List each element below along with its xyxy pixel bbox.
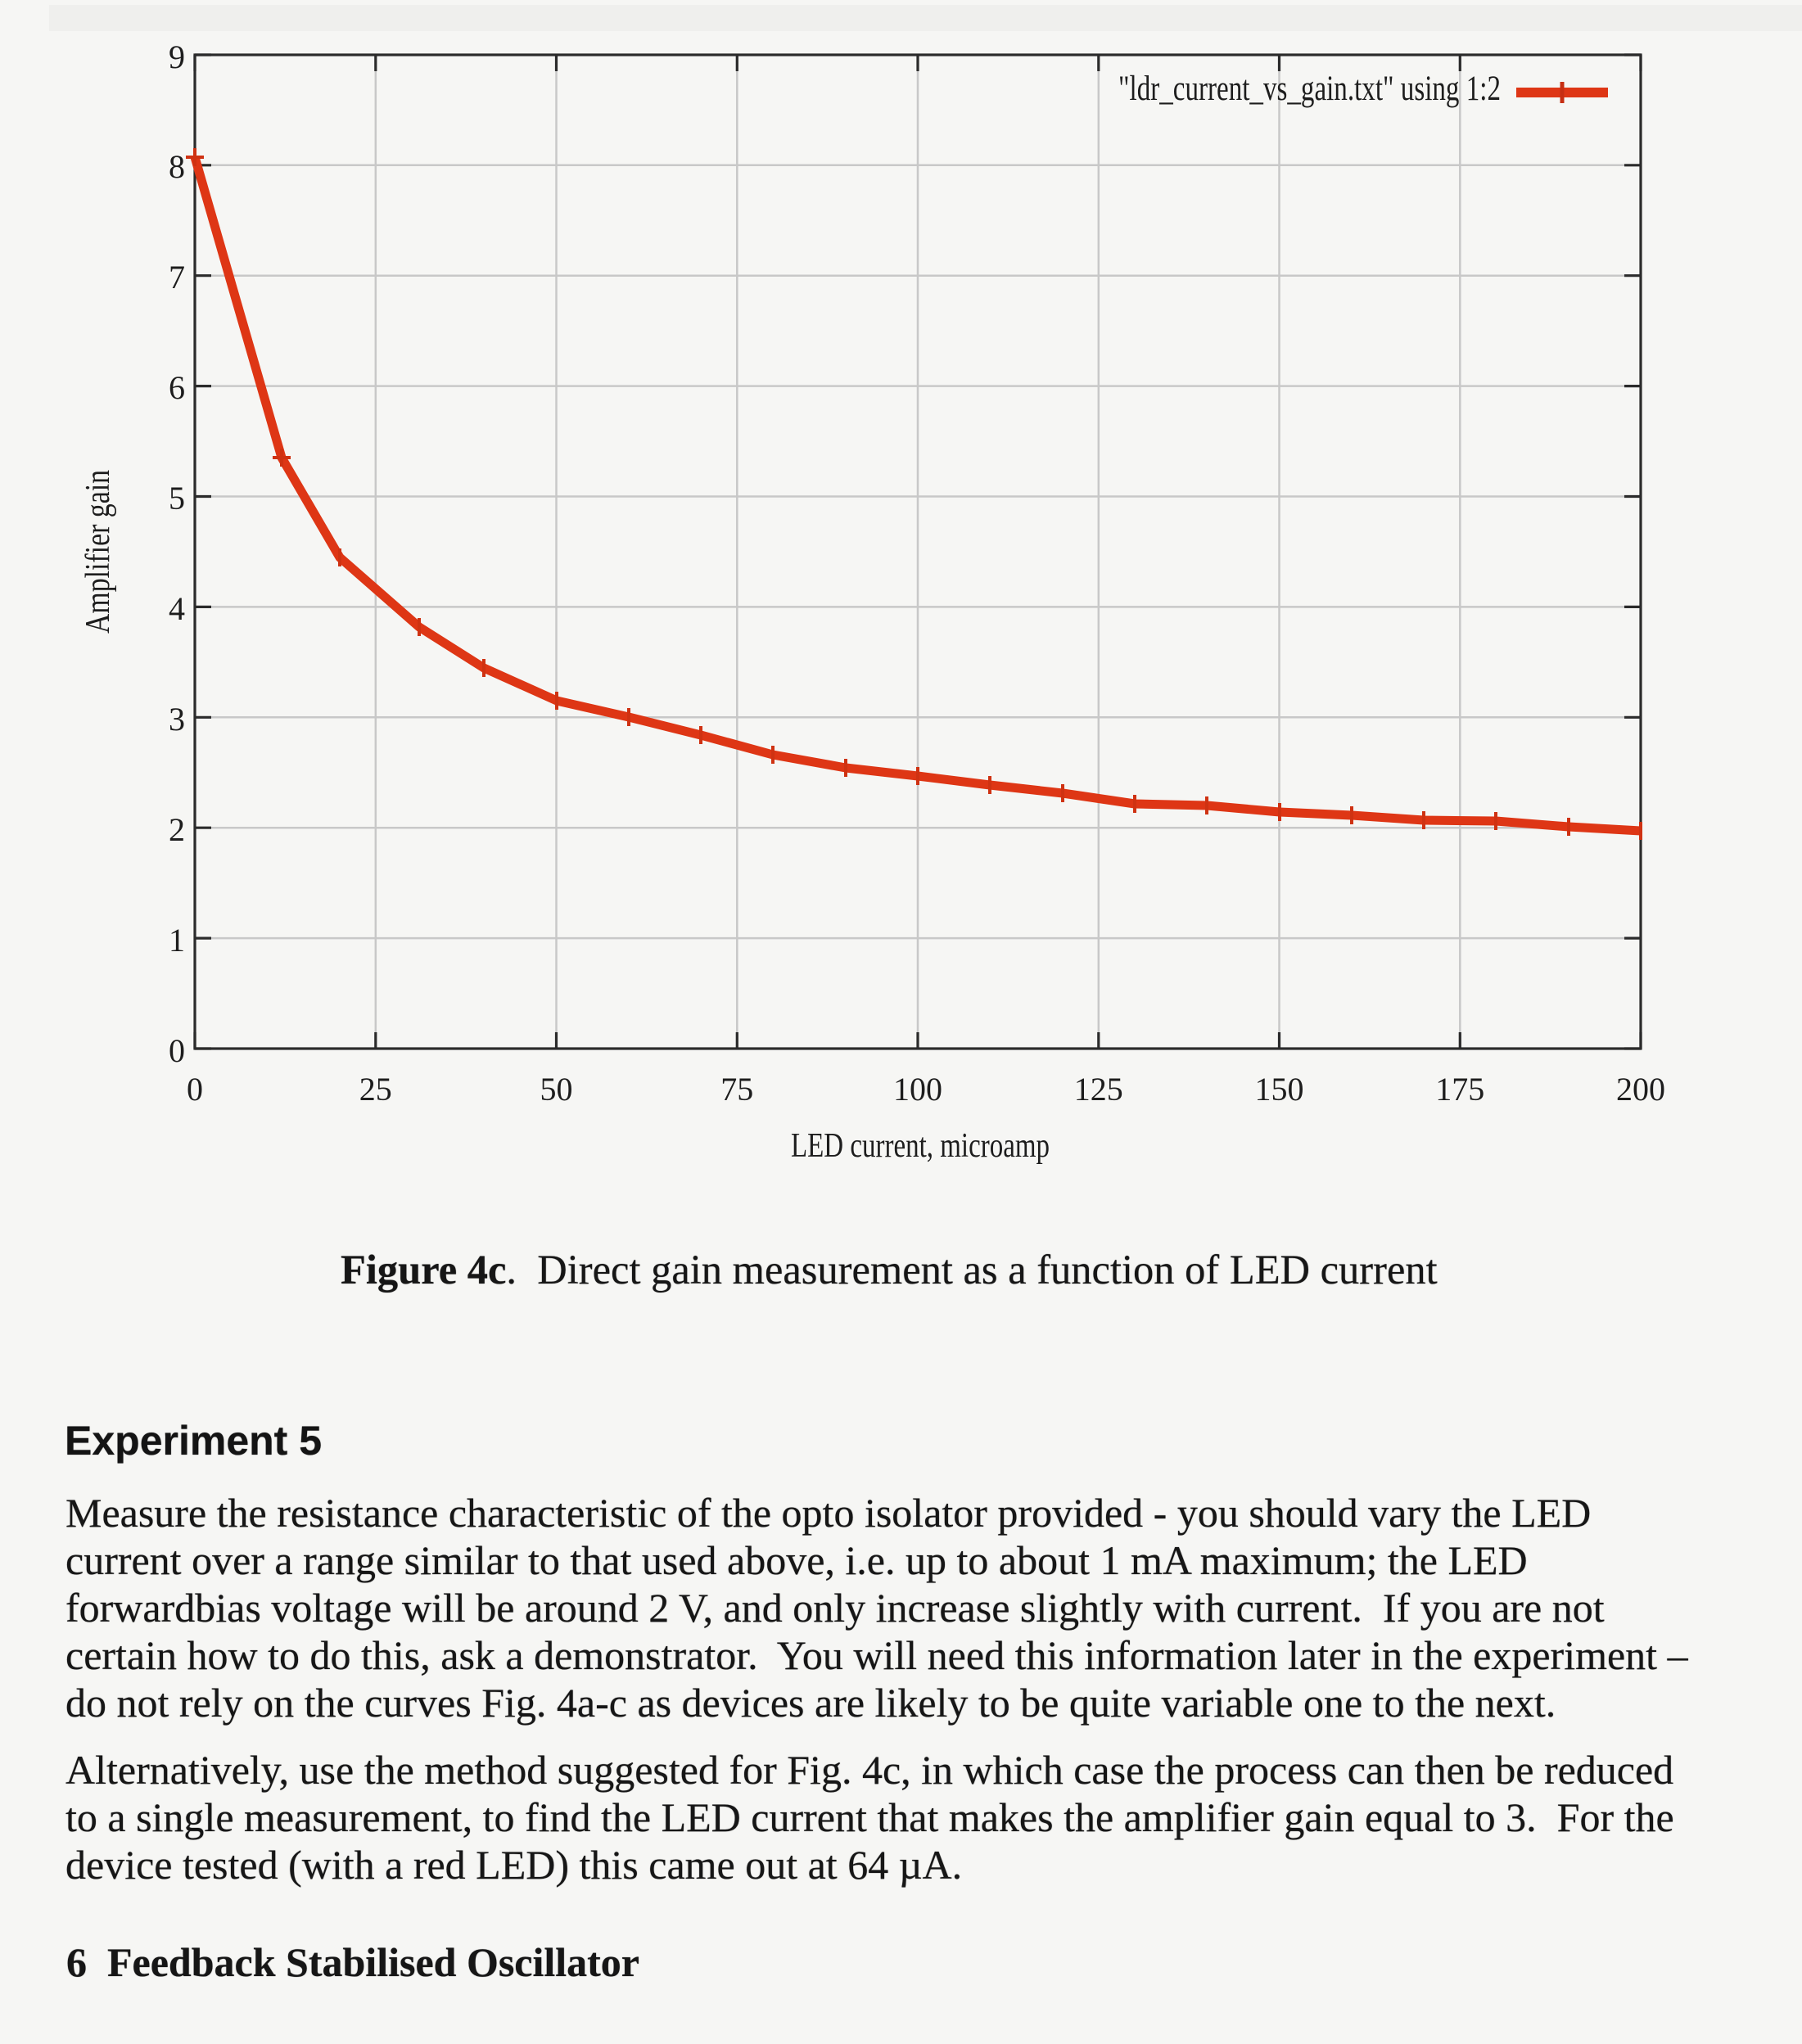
svg-text:0: 0: [187, 1071, 203, 1108]
svg-text:3: 3: [169, 701, 185, 738]
svg-text:"ldr_current_vs_gain.txt" usin: "ldr_current_vs_gain.txt" using 1:2: [1118, 70, 1501, 108]
svg-text:175: 175: [1435, 1071, 1484, 1108]
svg-text:5: 5: [169, 480, 185, 517]
svg-text:1: 1: [169, 922, 185, 959]
svg-text:150: 150: [1255, 1071, 1304, 1108]
svg-text:LED current, microamp: LED current, microamp: [791, 1127, 1050, 1165]
svg-text:25: 25: [359, 1071, 392, 1108]
svg-text:Amplifier gain: Amplifier gain: [79, 470, 117, 634]
svg-text:100: 100: [893, 1071, 942, 1108]
svg-text:9: 9: [169, 38, 185, 75]
svg-text:7: 7: [169, 259, 185, 296]
svg-text:6: 6: [169, 369, 185, 406]
svg-text:4: 4: [169, 590, 185, 627]
svg-text:75: 75: [720, 1071, 753, 1108]
svg-text:8: 8: [169, 148, 185, 185]
svg-text:2: 2: [169, 811, 185, 848]
svg-text:50: 50: [540, 1071, 573, 1108]
svg-text:0: 0: [169, 1032, 185, 1069]
svg-text:125: 125: [1074, 1071, 1123, 1108]
svg-text:200: 200: [1616, 1071, 1665, 1108]
